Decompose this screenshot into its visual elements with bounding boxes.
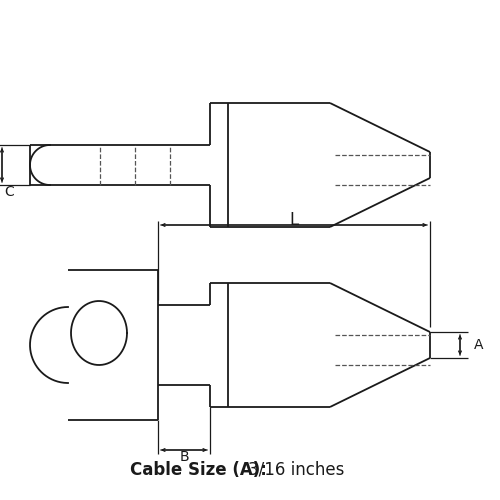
- Text: Cable Size (A):: Cable Size (A):: [130, 461, 267, 479]
- Text: L: L: [290, 211, 298, 229]
- Text: 3/16 inches: 3/16 inches: [248, 461, 344, 479]
- Text: B: B: [179, 450, 189, 464]
- Text: A: A: [474, 338, 484, 352]
- Text: C: C: [4, 185, 14, 199]
